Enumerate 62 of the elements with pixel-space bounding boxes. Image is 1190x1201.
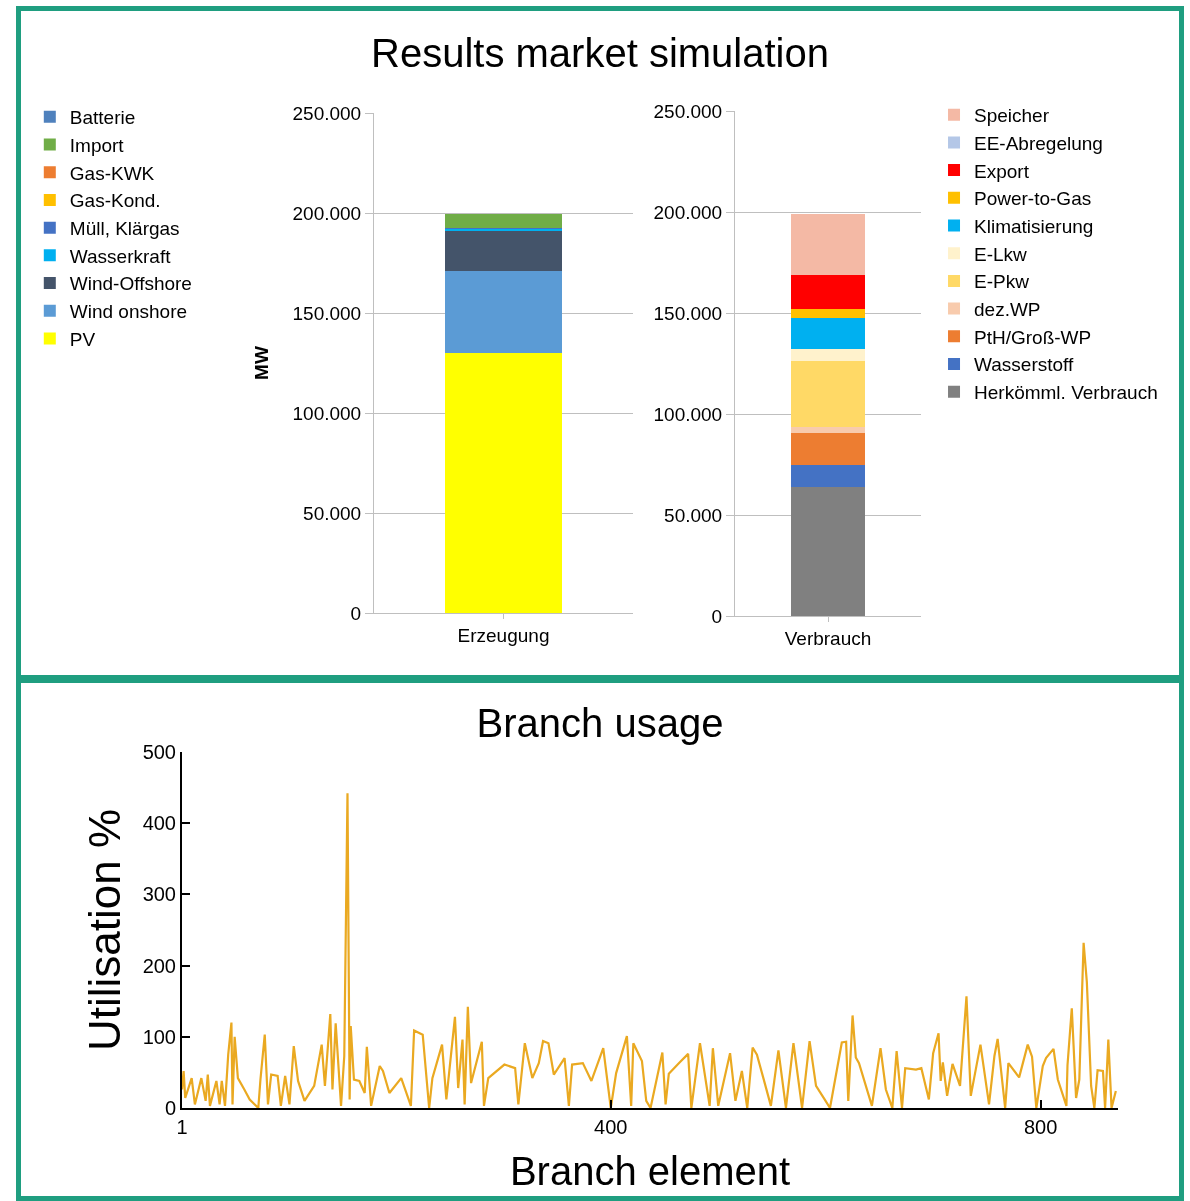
legend-label: PV [69,328,96,350]
legend-label: Herkömml. Verbrauch [974,382,1158,404]
x-tick-label: 1 [176,1116,188,1138]
bar [790,308,866,319]
bar [790,274,866,309]
y-tick-label: 500 [142,741,176,763]
bar [790,464,866,487]
y-tick-label: 100.000 [653,403,723,425]
legend-label: Import [69,134,125,156]
legend-label: E-Pkw [974,271,1030,293]
y-tick-label: 50.000 [664,504,723,526]
x-tick-label: Verbrauch [784,627,872,649]
legend-label: E-Lkw [974,243,1028,265]
x-axis-title: Branch element [509,1149,791,1193]
legend-label: Wind-Offshore [69,273,192,295]
y-axis-title: Utilisation % [80,808,130,1052]
legend-label: Klimatisierung [974,215,1094,237]
legend-label: Wasserkraft [69,245,172,267]
bar [445,271,562,353]
legend-label: Gas-Kond. [69,190,161,212]
chart-title: Results market simulation [370,31,830,76]
y-tick-label: 0 [164,1097,176,1119]
y-tick-label: 250.000 [653,100,723,122]
bar [445,214,562,228]
y-tick-label: 150.000 [653,302,723,324]
legend-label: PtH/Groß-WP [974,326,1092,348]
bar [790,486,866,616]
y-axis-title: MW [251,346,273,380]
y-tick-label: 0 [711,605,723,627]
x-tick-label: 400 [594,1116,628,1138]
y-tick-label: 100.000 [292,402,362,424]
bar [790,318,866,350]
legend-label: Gas-KWK [69,162,155,184]
x-tick-label: 800 [1023,1116,1058,1138]
legend-label: dez.WP [974,299,1041,321]
y-tick-label: 200 [142,954,176,977]
legend-label: Speicher [974,105,1050,127]
legend-label: Wasserstoff [974,354,1074,376]
legend-label: Power-to-Gas [974,188,1092,210]
legend-label: Müll, Klärgas [69,218,180,240]
y-tick-label: 300 [142,883,176,906]
y-tick-label: 400 [142,812,176,835]
y-tick-label: 100 [142,1025,176,1048]
y-tick-label: 150.000 [292,302,362,324]
bar [445,353,562,613]
y-tick-label: 50.000 [303,502,362,524]
y-tick-label: 250.000 [292,102,362,124]
y-tick-label: 200.000 [292,202,362,224]
legend-label: Export [974,160,1030,182]
chart-title: Branch usage [476,701,724,745]
bar [790,433,866,465]
legend-label: EE-Abregelung [974,132,1103,154]
legend-label: Wind onshore [69,301,188,323]
y-tick-label: 0 [350,602,362,624]
bar [790,361,866,428]
x-tick-label: Erzeugung [457,624,550,646]
bar [790,349,866,362]
y-tick-label: 200.000 [653,201,723,223]
legend-label: Batterie [69,107,136,129]
bar [790,214,866,275]
bar [445,231,562,271]
bar [790,427,866,434]
